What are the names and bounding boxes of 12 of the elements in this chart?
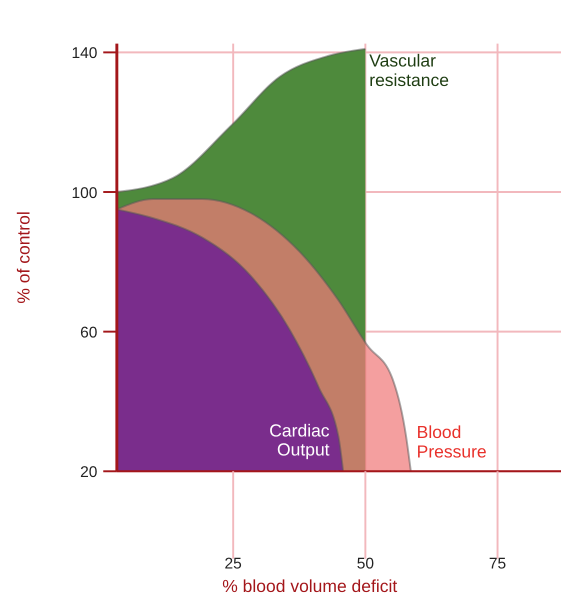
x-tick-label: 75 [488,555,506,572]
series-label: Blood Pressure [416,422,487,462]
series-label: Cardiac Output [269,420,330,460]
series-label: Vascular resistance [369,50,449,90]
x-tick-label: 25 [224,555,242,572]
y-tick-label: 140 [71,45,98,62]
x-tick-label: 50 [356,555,374,572]
y-tick-label: 100 [71,184,98,202]
x-axis-title: % blood volume deficit [222,576,398,596]
y-tick-label: 60 [80,324,98,342]
y-tick-label: 20 [80,464,98,482]
y-axis-title: % of control [13,211,34,304]
